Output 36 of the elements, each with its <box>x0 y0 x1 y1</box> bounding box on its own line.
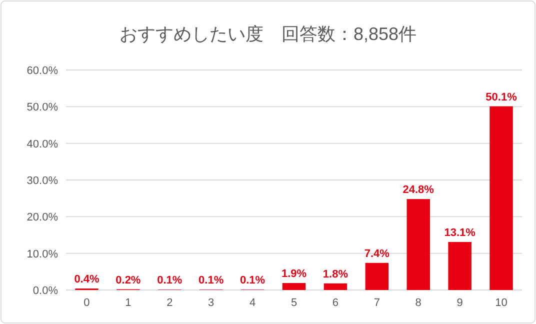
data-label: 0.1% <box>240 274 266 287</box>
x-tick-label: 5 <box>290 297 298 309</box>
y-tick-label: 0.0% <box>32 285 58 297</box>
data-label: 24.8% <box>402 184 434 196</box>
data-label: 0.1% <box>198 274 224 287</box>
x-tick-label: 9 <box>456 297 463 309</box>
data-label: 0.2% <box>116 274 141 286</box>
y-tick-label: 20.0% <box>26 212 58 224</box>
data-label: 13.1% <box>444 226 476 239</box>
bar <box>406 199 430 290</box>
y-tick-label: 10.0% <box>26 248 58 260</box>
bar <box>324 283 348 290</box>
data-label: 7.4% <box>364 248 390 260</box>
x-tick-label: 2 <box>166 297 173 309</box>
x-tick-label: 6 <box>332 297 339 309</box>
y-tick-label: 40.0% <box>26 138 58 150</box>
x-tick-label: 1 <box>125 297 132 309</box>
bar <box>282 283 306 290</box>
chart-title: おすすめしたい度 回答数：8,858件 <box>119 24 417 44</box>
y-tick-label: 30.0% <box>26 175 58 187</box>
x-tick-label: 8 <box>415 297 422 309</box>
data-label: 1.9% <box>281 268 307 280</box>
bar <box>448 242 472 290</box>
x-tick-label: 0 <box>84 297 90 309</box>
x-tick-label: 7 <box>374 297 380 309</box>
data-label: 50.1% <box>486 91 518 104</box>
bar <box>365 262 389 290</box>
y-tick-label: 50.0% <box>26 102 58 114</box>
x-tick-label: 10 <box>495 297 508 309</box>
data-label: 0.4% <box>74 274 100 286</box>
data-label: 1.8% <box>322 268 348 280</box>
bar <box>490 106 513 290</box>
x-tick-label: 4 <box>249 297 256 309</box>
x-tick-label: 3 <box>208 297 214 309</box>
y-tick-label: 60.0% <box>26 65 58 77</box>
data-label: 0.1% <box>157 274 182 287</box>
